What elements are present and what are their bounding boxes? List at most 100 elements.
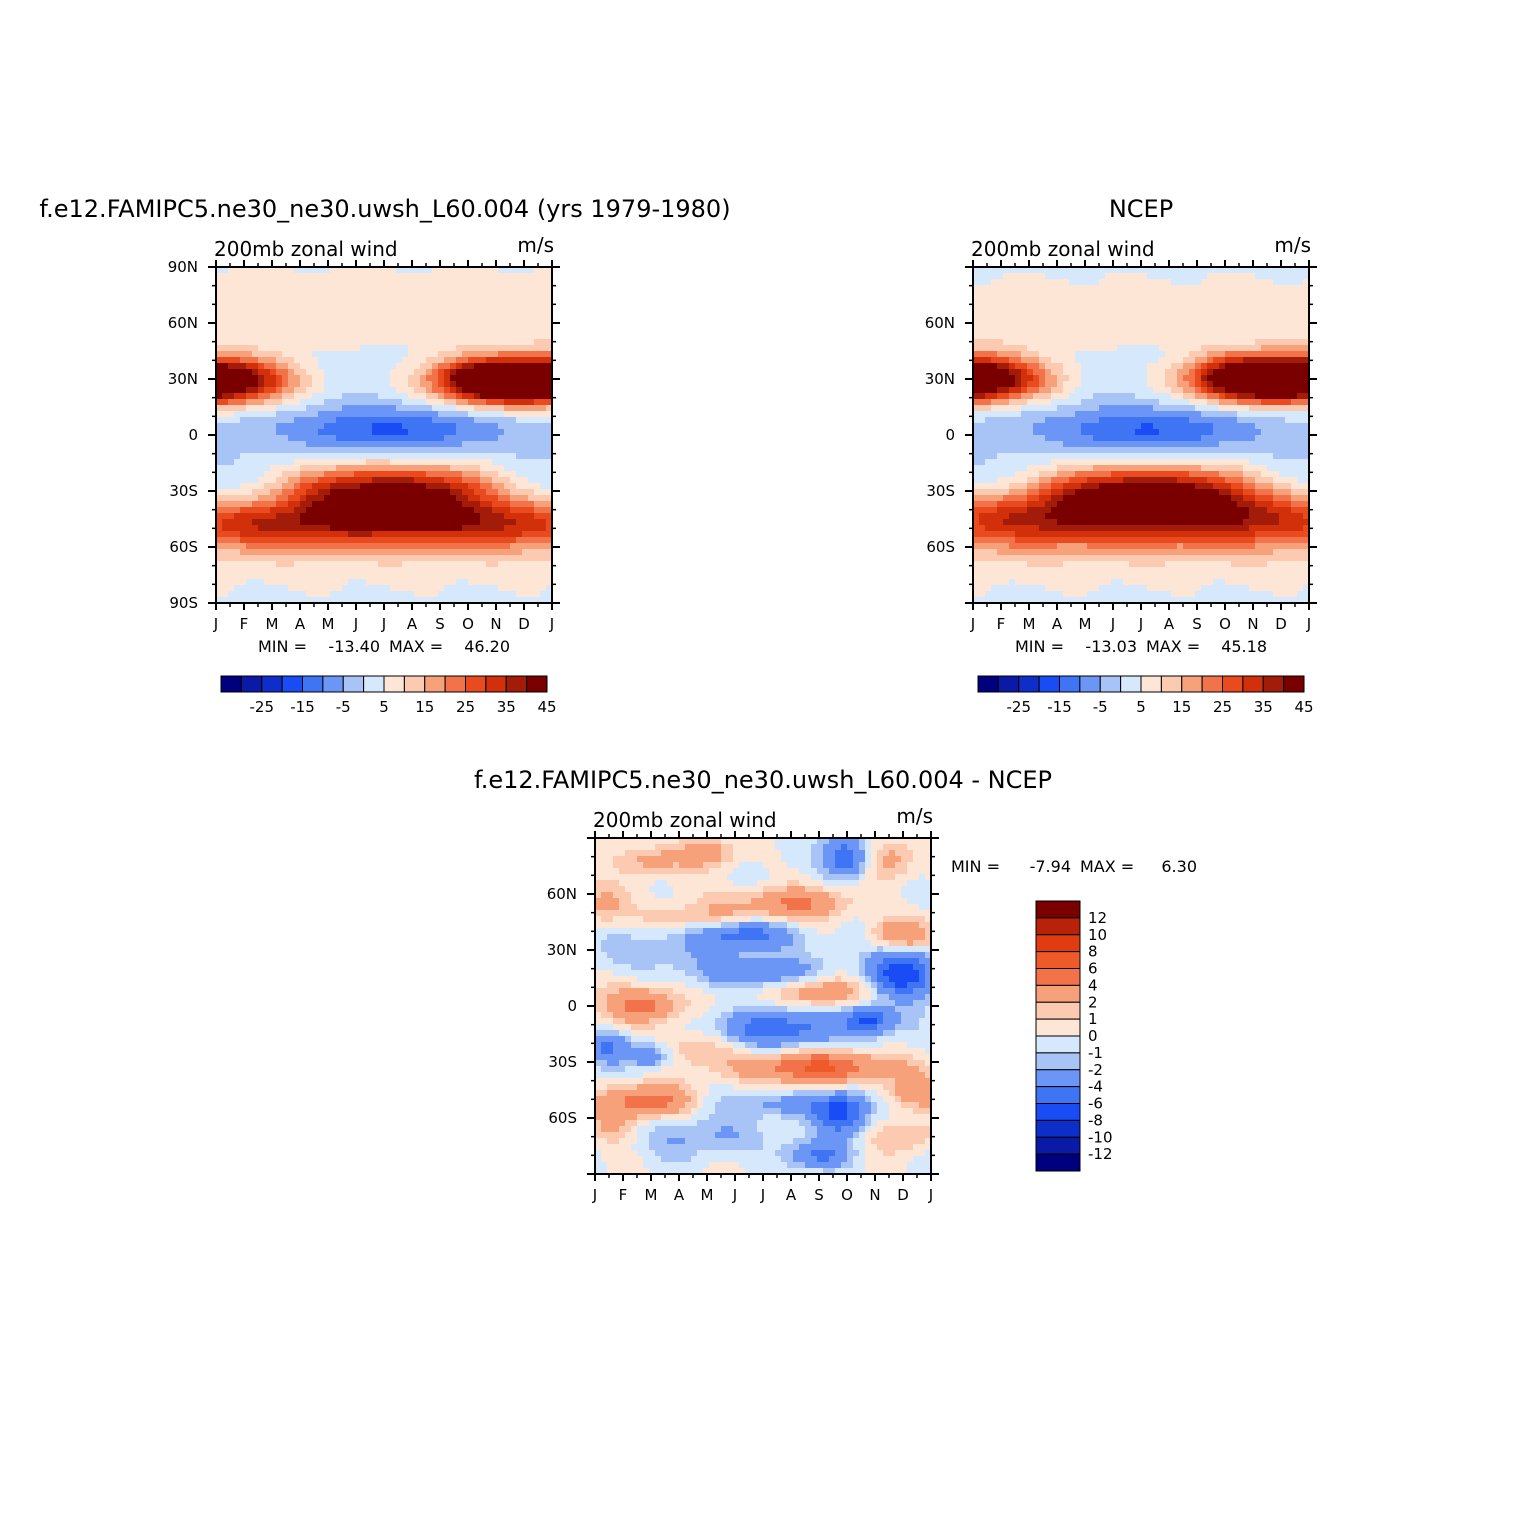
obs-cell [1105,303,1112,310]
ncep-contour-field [973,267,1309,603]
obs-cell [979,363,986,370]
obs-cell [1117,387,1124,394]
model-cell [294,333,301,340]
obs-cell [1213,339,1220,346]
model-cell [264,471,271,478]
model-cell [528,345,535,352]
obs-cell [1045,291,1052,298]
model-cell [432,297,439,304]
model-cell [270,567,277,574]
model-cell [540,435,547,442]
obs-cell [1213,333,1220,340]
model-cell [312,525,319,532]
obs-cell [1201,351,1208,358]
obs-cell [1063,315,1070,322]
model-cell [228,465,235,472]
model-cell [492,519,499,526]
model-cell [378,273,385,280]
colorbar-swatch [342,675,365,693]
obs-cell [1021,405,1028,412]
model-cell [288,573,295,580]
obs-cell [1201,285,1208,292]
obs-cell [1279,345,1286,352]
model-cell [336,297,343,304]
obs-cell [1255,279,1262,286]
model-cell [492,429,499,436]
model-cell [336,393,343,400]
model-cell [324,351,331,358]
model-cell [264,429,271,436]
model-cell [342,315,349,322]
obs-cell [1303,387,1309,394]
model-cell [492,345,499,352]
model-cell [444,327,451,334]
obs-cell [1117,291,1124,298]
model-cell [240,567,247,574]
model-cell [546,525,552,532]
obs-cell [1303,441,1309,448]
model-cell [264,549,271,556]
model-cell [516,555,523,562]
model-cell [270,471,277,478]
model-cell [450,501,457,508]
model-cell [300,279,307,286]
obs-cell [1129,285,1136,292]
model-cell [228,489,235,496]
model-cell [468,531,475,538]
model-cell [504,501,511,508]
obs-cell [1207,357,1214,364]
model-cell [312,549,319,556]
obs-cell [1009,279,1016,286]
obs-cell [1177,387,1184,394]
model-cell [312,399,319,406]
model-cell [498,375,505,382]
model-cell [324,303,331,310]
model-cell [444,333,451,340]
model-cell [462,597,469,603]
model-cell [300,483,307,490]
model-cell [324,357,331,364]
obs-cell [1147,309,1154,316]
model-cell [462,477,469,484]
obs-cell [1171,291,1178,298]
obs-cell [1195,345,1202,352]
model-cell [378,597,385,603]
model-cell [222,591,229,598]
model-cell [312,291,319,298]
model-cell [444,531,451,538]
model-cell [318,567,325,574]
model-cell [258,363,265,370]
model-cell [444,435,451,442]
model-cell [402,519,409,526]
obs-cell [1165,423,1172,430]
obs-cell [1141,279,1148,286]
obs-cell [1165,417,1172,424]
model-cell [504,387,511,394]
obs-cell [1015,297,1022,304]
obs-cell [1213,351,1220,358]
obs-cell [1303,393,1309,400]
model-cell [480,555,487,562]
model-min-value: -13.40 [328,637,380,656]
obs-cell [973,309,980,316]
model-cell [546,579,552,586]
model-cell [372,297,379,304]
model-cell [516,387,523,394]
obs-cell [997,381,1004,388]
model-cell [306,501,313,508]
obs-cell [991,321,998,328]
model-cell [504,405,511,412]
model-cell [378,417,385,424]
model-cell [414,501,421,508]
model-cell [288,357,295,364]
model-cell [282,273,289,280]
model-cell [318,285,325,292]
model-cell [264,483,271,490]
obs-cell [1165,279,1172,286]
model-cell [474,459,481,466]
model-cell [294,477,301,484]
obs-cell [1099,327,1106,334]
obs-cell [1159,393,1166,400]
obs-cell [1045,393,1052,400]
model-cell [354,525,361,532]
